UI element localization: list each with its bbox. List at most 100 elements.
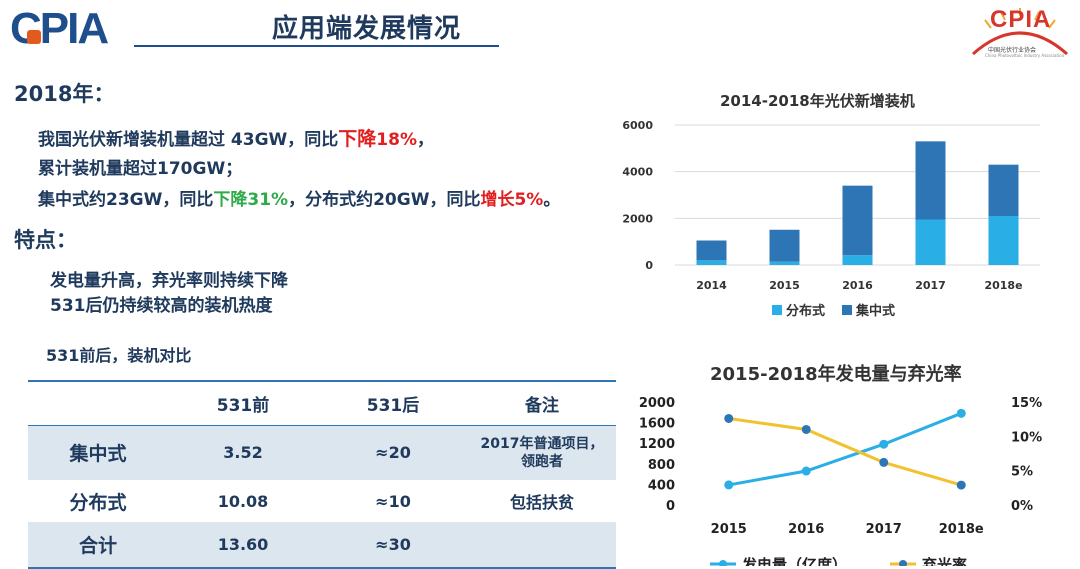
summary-line-3-e: 。 <box>543 190 561 210</box>
table-cell: 13.60 <box>217 535 269 554</box>
feature-line-1: 发电量升高，弃光率则持续下降 <box>50 271 288 291</box>
table-row: 合计 13.60 ≈30 <box>28 522 616 568</box>
y-right-tick-label: 5% <box>1011 465 1033 480</box>
table-row: 集中式 3.52 ≈20 2017年普通项目，领跑者 <box>28 425 616 480</box>
table-cell: ≈30 <box>375 535 411 554</box>
table-cell: 包括扶贫 <box>509 493 574 512</box>
x-tick-label: 2016 <box>788 522 824 537</box>
y-tick-label: 0 <box>645 259 653 272</box>
table-cell <box>468 522 616 568</box>
bar-distributed <box>769 261 800 265</box>
legend-label: 分布式 <box>786 303 825 319</box>
line-chart-title: 2015-2018年发电量与弃光率 <box>710 364 962 385</box>
summary-line-1-b: 下降 <box>338 128 377 150</box>
data-point <box>879 439 889 449</box>
summary-line-3-d: 增长5% <box>480 190 544 210</box>
bar-centralized <box>769 229 800 262</box>
header-divider <box>134 45 499 47</box>
bar-distributed <box>915 219 946 265</box>
table-cell: 集中式 <box>69 443 127 466</box>
data-point <box>801 466 811 476</box>
table-cell: ≈10 <box>375 491 411 511</box>
section-heading-2018: 2018年： <box>14 82 115 106</box>
table-cell: 合计 <box>78 535 117 557</box>
table-cell: ≈20 <box>375 443 411 463</box>
table-header-cell: 备注 <box>468 380 616 426</box>
x-tick-label: 2014 <box>696 279 727 292</box>
summary-line-1-d: ， <box>417 130 434 150</box>
bar-distributed <box>696 260 727 265</box>
feature-line-2: 531后仍持续较高的装机热度 <box>50 296 273 316</box>
table-header-row: 531前 531后 备注 <box>28 380 616 426</box>
y-tick-label: 2000 <box>622 212 653 225</box>
brand-arc-icon <box>972 8 1068 56</box>
legend-swatch <box>842 305 852 315</box>
data-point <box>956 480 966 490</box>
legend-swatch <box>772 305 782 315</box>
y-right-tick-label: 15% <box>1011 396 1042 411</box>
summary-line-3-b: 下降31% <box>213 190 289 210</box>
series-line <box>728 416 962 487</box>
bar-centralized <box>696 240 727 261</box>
summary-line-1-c: 18% <box>376 130 417 150</box>
install-comparison-table: 531前 531后 备注 集中式 3.52 ≈20 2017年普通项目，领跑者 … <box>28 380 616 569</box>
y-left-tick-label: 800 <box>648 458 675 473</box>
y-tick-label: 6000 <box>622 119 653 132</box>
bar-chart-title: 2014-2018年光伏新增装机 <box>720 92 915 110</box>
x-tick-label: 2015 <box>711 522 747 537</box>
table-header-cell <box>28 380 168 426</box>
y-right-tick-label: 10% <box>1011 430 1042 445</box>
y-left-tick-label: 1200 <box>639 437 675 452</box>
logo-mark-icon <box>27 30 41 44</box>
cpia-logo: CPIA <box>10 4 109 54</box>
table-row: 分布式 10.08 ≈10 包括扶贫 <box>28 480 616 522</box>
summary-line-1: 我国光伏新增装机量超过 43GW，同比下降18%， <box>38 124 434 151</box>
brand-subtitle: 中国光伏行业协会 <box>988 47 1037 54</box>
legend-label: 集中式 <box>855 303 895 319</box>
x-tick-label: 2016 <box>842 279 873 292</box>
bar-centralized <box>842 185 873 256</box>
bar-distributed <box>988 216 1019 265</box>
bar-centralized <box>988 164 1019 216</box>
table-cell: 3.52 <box>223 443 263 463</box>
table-header-cell: 531后 <box>318 380 468 426</box>
x-tick-label: 2017 <box>866 522 902 537</box>
features-heading: 特点： <box>14 228 77 252</box>
y-left-tick-label: 1600 <box>639 417 675 432</box>
line-chart: 0 400 800 1200 1600 2000 0% 5% 10% 15% 2015 2016 201… <box>639 396 1042 566</box>
legend-label: 弃光率 <box>922 556 967 566</box>
data-point <box>724 480 734 490</box>
summary-line-3-c: ，分布式约20GW，同比 <box>288 190 481 210</box>
x-tick-label: 2018e <box>984 279 1022 292</box>
table-cell: 分布式 <box>69 491 127 514</box>
data-point <box>724 413 734 423</box>
table-header-cell: 531前 <box>168 380 318 426</box>
logo-text: CPIA <box>10 4 109 53</box>
x-tick-label: 2017 <box>915 279 946 292</box>
data-point <box>879 457 889 467</box>
legend-marker <box>899 560 907 566</box>
summary-line-2: 累计装机量超过170GW； <box>38 159 243 179</box>
legend-label: 发电量（亿度） <box>741 556 847 566</box>
bar-distributed <box>842 255 873 265</box>
y-left-tick-label: 400 <box>648 478 675 493</box>
x-tick-label: 2015 <box>769 279 800 292</box>
summary-line-3-a: 集中式约23GW，同比 <box>38 190 214 210</box>
y-left-tick-label: 0 <box>666 499 675 514</box>
x-tick-label: 2018e <box>939 522 984 537</box>
summary-line-1-a: 我国光伏新增装机量超过 43GW，同比 <box>38 130 339 150</box>
data-point <box>956 408 966 418</box>
table-cell: 2017年普通项目，领跑者 <box>480 435 604 470</box>
page-title: 应用端发展情况 <box>272 14 462 44</box>
y-left-tick-label: 2000 <box>639 396 675 411</box>
bar-centralized <box>915 141 946 220</box>
legend-marker <box>719 560 727 566</box>
table-cell: 10.08 <box>217 491 269 511</box>
data-point <box>801 424 811 434</box>
brand-logo-text: CPIA <box>990 6 1052 33</box>
brand-subtitle-en: China Photovoltaic Industry Association <box>985 53 1065 58</box>
bar-chart: 0 2000 4000 6000 2014 2015 2016 2017 2018e 分布式 集中式 <box>622 119 1040 319</box>
y-tick-label: 4000 <box>622 166 653 179</box>
series-line <box>728 411 962 487</box>
y-right-tick-label: 0% <box>1011 499 1033 514</box>
